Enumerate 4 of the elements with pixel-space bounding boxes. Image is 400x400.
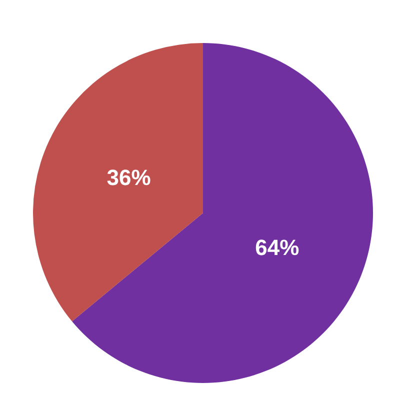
pie-slice [33,43,203,322]
data-label: 36% [106,165,151,190]
pie-slice [72,43,373,383]
data-label: 64% [255,234,300,260]
